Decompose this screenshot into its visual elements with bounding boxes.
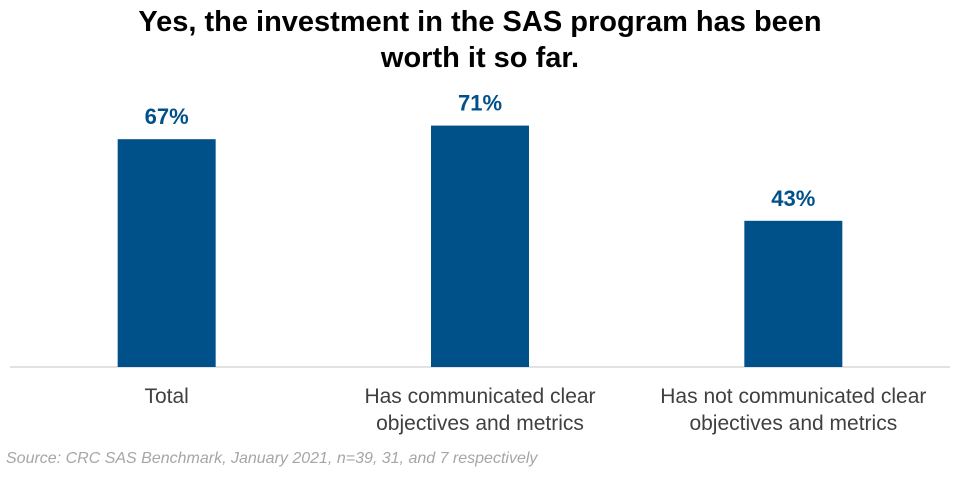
chart-title-line-1: Yes, the investment in the SAS program h… xyxy=(138,6,822,38)
source-note: Source: CRC SAS Benchmark, January 2021,… xyxy=(6,450,538,467)
category-label: Has not communicated clear objectives and… xyxy=(660,385,926,435)
bar xyxy=(431,125,529,367)
bar xyxy=(117,139,216,367)
chart-title: Yes, the investment in the SAS program h… xyxy=(0,4,960,76)
chart-title-line-2: worth it so far. xyxy=(380,42,580,74)
data-label: 67% xyxy=(145,104,189,129)
data-label: 71% xyxy=(458,91,502,116)
bar xyxy=(744,220,843,367)
category-label: Total xyxy=(144,385,188,408)
category-label: Has communicated clear objectives and met… xyxy=(364,385,595,435)
data-label: 43% xyxy=(771,186,815,211)
